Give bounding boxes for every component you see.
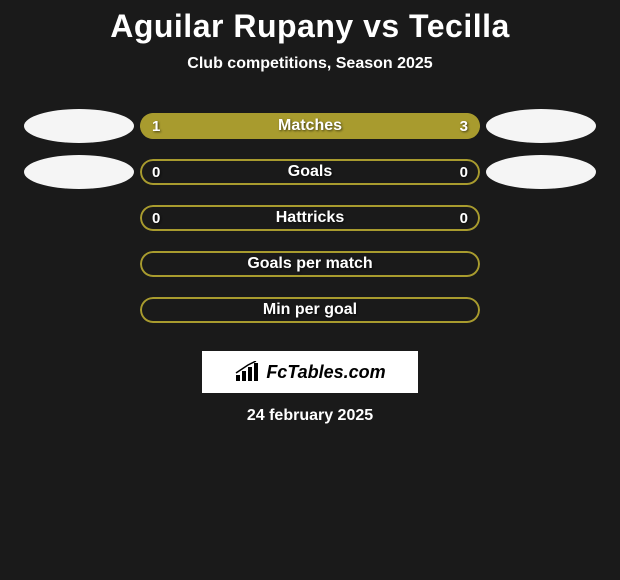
team-badge-left [24,155,134,189]
bar-value-left: 0 [152,159,160,185]
bar-row: 0 0Goals [22,149,598,195]
bar-value-left: 0 [152,205,160,231]
bar-row: Min per goal [22,287,598,333]
stat-bar: 0 0Goals [140,159,480,185]
bar-label: Min per goal [140,297,480,323]
logo-box: FcTables.com [202,351,418,393]
logo-text: FcTables.com [266,362,385,383]
chart-icon [234,361,260,383]
team-badge-right [486,155,596,189]
subtitle: Club competitions, Season 2025 [187,55,432,73]
bar-row: 0 0Hattricks [22,195,598,241]
page-title: Aguilar Rupany vs Tecilla [110,8,510,45]
bar-label: Goals per match [140,251,480,277]
bar-row: 13Matches [22,103,598,149]
bars-group: 13Matches00Goals00HattricksGoals per mat… [22,103,598,333]
stat-bar: Goals per match [140,251,480,277]
bar-label: Goals [140,159,480,185]
stat-bar: 0 0Hattricks [140,205,480,231]
bar-value-right: 0 [460,159,468,185]
team-badge-right [486,109,596,143]
team-badge-left [24,109,134,143]
stat-bar: 13Matches [140,113,480,139]
stat-bar: Min per goal [140,297,480,323]
date-label: 24 february 2025 [247,407,373,425]
bar-row: Goals per match [22,241,598,287]
bar-value-right: 0 [460,205,468,231]
bar-fill-right [225,113,480,139]
chart-container: Aguilar Rupany vs Tecilla Club competiti… [0,0,620,425]
bar-fill-left [140,113,225,139]
bar-label: Hattricks [140,205,480,231]
